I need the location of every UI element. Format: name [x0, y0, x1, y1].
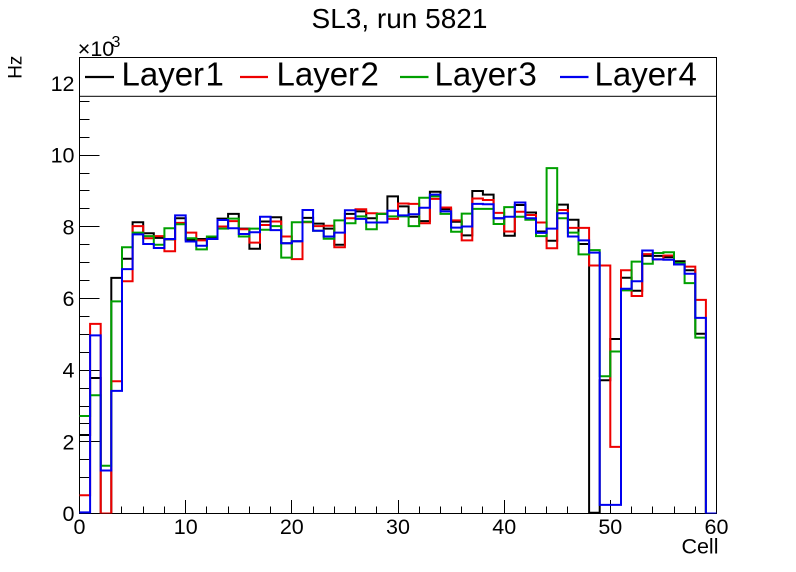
svg-text:SL3, run 5821: SL3, run 5821 [312, 3, 488, 34]
svg-text:6: 6 [63, 287, 75, 311]
svg-text:Hz: Hz [6, 56, 27, 79]
svg-text:10: 10 [174, 515, 198, 539]
svg-text:4: 4 [679, 56, 697, 93]
svg-text:Cell: Cell [681, 535, 718, 559]
svg-text:Layer: Layer [595, 56, 678, 93]
svg-text:20: 20 [280, 515, 304, 539]
svg-text:Layer: Layer [122, 56, 205, 93]
svg-text:2: 2 [361, 56, 379, 93]
svg-text:3: 3 [519, 56, 537, 93]
svg-text:0: 0 [74, 515, 86, 539]
svg-text:4: 4 [63, 359, 75, 383]
svg-text:3: 3 [112, 34, 121, 51]
svg-text:8: 8 [63, 215, 75, 239]
svg-text:Layer: Layer [277, 56, 360, 93]
svg-text:30: 30 [386, 515, 410, 539]
svg-text:10: 10 [51, 144, 75, 168]
svg-text:40: 40 [492, 515, 516, 539]
svg-text:×10: ×10 [78, 37, 115, 61]
svg-text:1: 1 [206, 56, 224, 93]
svg-text:0: 0 [63, 502, 75, 526]
svg-text:Layer: Layer [435, 56, 518, 93]
svg-text:12: 12 [51, 72, 75, 96]
svg-text:2: 2 [63, 430, 75, 454]
svg-text:60: 60 [705, 515, 729, 539]
svg-text:50: 50 [598, 515, 622, 539]
